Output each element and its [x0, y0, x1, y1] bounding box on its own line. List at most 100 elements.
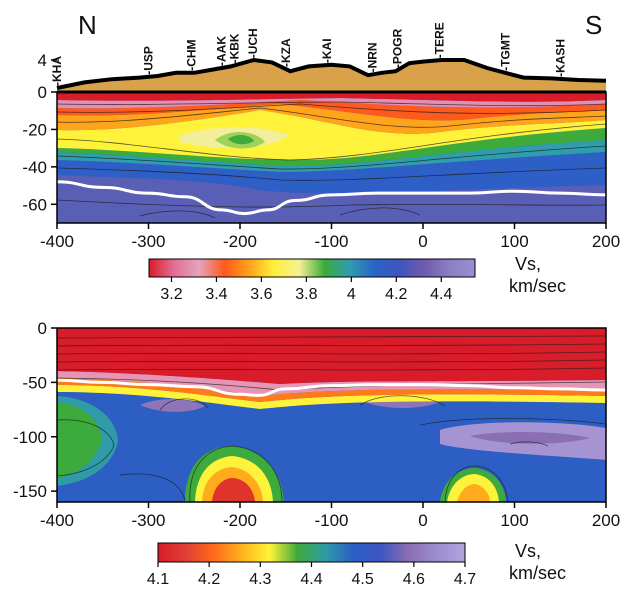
y-tick-label: -50 [22, 373, 47, 392]
x-tick-label: -400 [40, 511, 74, 530]
bottom-x-axis: -400 -300 -200 -100 0 100 200 [40, 502, 620, 530]
colorbar-bottom-label-line1: Vs, [515, 541, 541, 561]
band-teal [57, 140, 606, 172]
band-green-left [57, 402, 102, 478]
x-tick-label: 100 [500, 511, 528, 530]
colorbar-tick-label: 4 [347, 286, 356, 303]
x-tick-label: -200 [223, 511, 257, 530]
colorbar-tick-label: 4.3 [249, 571, 271, 588]
isoline [57, 167, 606, 181]
band-anomaly-red [212, 478, 255, 502]
isoline [359, 395, 446, 407]
south-label: S [585, 10, 602, 40]
band-violet-right [470, 432, 590, 444]
x-tick-label: -300 [131, 511, 165, 530]
moho-line-top [57, 180, 606, 216]
isoline [57, 101, 606, 107]
isoline [57, 103, 606, 114]
isoline [57, 367, 606, 371]
band-blue [57, 152, 606, 194]
x-tick-label: 0 [418, 511, 427, 530]
station-label: -KHA [50, 56, 64, 86]
colorbar-tick-label: 3.8 [295, 286, 317, 303]
colorbar-tick-label: 4.2 [198, 571, 220, 588]
colorbar-top-label-line1: Vs, [515, 254, 541, 274]
station-labels: -KHA -USP -CHM -AAK-KBK -UCH -KZA -KAI -NRN -POG… [50, 22, 567, 86]
band-teal-left [57, 396, 118, 486]
band-red-orange [57, 100, 606, 121]
band-anomaly-yellow [195, 456, 499, 502]
x-tick-label: 100 [500, 232, 528, 251]
colorbar-tick-label: 3.2 [160, 286, 182, 303]
band-pink [57, 98, 606, 109]
isoline [57, 351, 606, 355]
colorbar-tick-label: 4.2 [385, 286, 407, 303]
topography-tick-label: 4 [38, 51, 47, 70]
top-y-axis: 0 -20 -40 -60 [22, 83, 57, 214]
north-label: N [78, 10, 97, 40]
isoline [57, 123, 606, 161]
station-label: -TERE [433, 22, 447, 58]
y-tick-label: 0 [38, 83, 47, 102]
velocity-section-bottom [57, 328, 606, 502]
isoline [159, 398, 209, 411]
band-orange-shallow [57, 378, 606, 402]
station-label: -NRN [366, 42, 380, 72]
colorbar-bottom [157, 542, 466, 563]
station-label: -USP [142, 46, 156, 75]
x-tick-label: -100 [314, 511, 348, 530]
isoline [339, 207, 421, 216]
isoline [57, 145, 606, 170]
isoline [57, 359, 606, 363]
colorbar-bottom-ticks: 4.1 4.2 4.3 4.4 4.5 4.6 4.7 [147, 562, 476, 588]
topography-outline [56, 57, 607, 90]
isolines-top [57, 101, 606, 219]
y-tick-label: -20 [22, 120, 47, 139]
isoline [444, 465, 509, 502]
y-tick-label: -60 [22, 195, 47, 214]
colorbar-top-label-line2: km/sec [509, 276, 566, 296]
band-crust-red [57, 92, 606, 102]
moho-line-bottom [57, 378, 606, 397]
topography-y-ticks: 4 [38, 51, 57, 70]
bottom-y-axis: 0 -50 -100 -150 [13, 319, 57, 501]
band-lower-violet [57, 175, 606, 223]
colorbar-tick-label: 4.6 [403, 571, 425, 588]
band-green [57, 128, 606, 167]
x-tick-label: -400 [40, 232, 74, 251]
station-label: -CHM [185, 39, 199, 70]
x-tick-label: -100 [314, 232, 348, 251]
colorbar-tick-label: 4.5 [352, 571, 374, 588]
station-label: -KAI [320, 38, 334, 63]
colorbar-top [148, 258, 476, 278]
colorbar-tick-label: 3.6 [250, 286, 272, 303]
isoline [57, 343, 606, 347]
x-tick-label: 200 [592, 232, 620, 251]
x-tick-label: 200 [592, 511, 620, 530]
topography-fill [57, 60, 606, 92]
band-orange [57, 104, 606, 134]
isoline [189, 445, 283, 502]
y-tick-label: -100 [13, 428, 47, 447]
colorbar-top-ticks: 3.2 3.4 3.6 3.8 4 4.2 4.4 [160, 277, 452, 303]
isoline [57, 107, 606, 128]
isoline [119, 473, 186, 501]
band-pink-shallow [57, 371, 606, 396]
station-label: -KASH [553, 39, 567, 77]
x-tick-label: 0 [418, 232, 427, 251]
station-label: -TGMT [498, 32, 512, 71]
colorbar-tick-label: 3.4 [205, 286, 227, 303]
colorbar-tick-label: 4.4 [430, 286, 452, 303]
band-red-shallow [57, 328, 606, 384]
topography-panel: -KHA -USP -CHM -AAK-KBK -UCH -KZA -KAI -NRN -POG… [38, 22, 607, 92]
x-tick-label: -200 [223, 232, 257, 251]
y-tick-label: 0 [38, 319, 47, 338]
station-label: -AAK [215, 36, 229, 66]
isoline [57, 335, 606, 339]
colorbar-tick-label: 4.1 [147, 571, 169, 588]
band-yellow-shallow [57, 385, 606, 409]
band-green-core [228, 135, 254, 145]
y-tick-label: -40 [22, 158, 47, 177]
station-label: -UCH [246, 28, 260, 58]
